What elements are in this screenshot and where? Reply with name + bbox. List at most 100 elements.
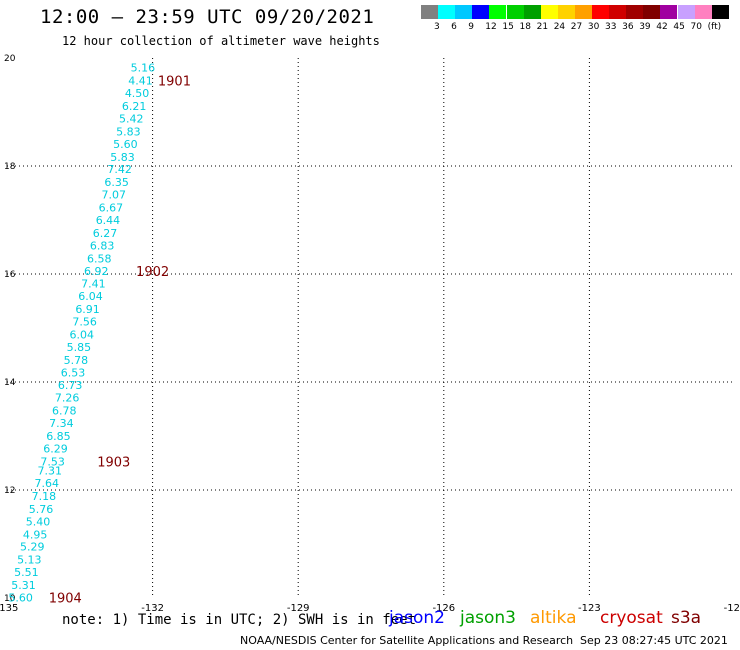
legend-label: 27 bbox=[570, 22, 583, 32]
satellite-altika: altika bbox=[530, 608, 577, 628]
satellite-jason3: jason3 bbox=[460, 608, 516, 628]
legend-swatch bbox=[643, 5, 661, 19]
legend-label: 70 bbox=[690, 22, 702, 32]
legend-swatch bbox=[489, 5, 507, 19]
wave-height-point: 6.78 bbox=[52, 405, 77, 418]
satellite-jason2: jason2 bbox=[389, 608, 445, 628]
legend-swatch bbox=[421, 5, 438, 19]
legend-swatch bbox=[472, 5, 490, 19]
wave-height-point: 6.04 bbox=[69, 328, 94, 341]
wave-height-point: 5.76 bbox=[29, 503, 54, 516]
legend-label: (ft) bbox=[707, 22, 722, 32]
satellite-s3a: s3a bbox=[671, 608, 702, 628]
legend-swatch bbox=[592, 5, 609, 19]
wave-height-point: 5.85 bbox=[67, 341, 92, 354]
wave-height-point: 5.60 bbox=[113, 138, 138, 151]
legend-swatch bbox=[609, 5, 627, 19]
y-tick-label: 20 bbox=[4, 54, 16, 64]
wave-height-point: 4.41 bbox=[128, 75, 153, 88]
legend-label: 36 bbox=[622, 22, 634, 32]
legend-label: 33 bbox=[605, 22, 617, 32]
legend-swatch bbox=[694, 5, 712, 19]
wave-height-point: 7.53 bbox=[40, 455, 65, 468]
x-tick-label: -126 bbox=[432, 603, 455, 614]
legend-label: 45 bbox=[673, 22, 685, 32]
wave-height-point: 6.85 bbox=[46, 430, 71, 443]
wave-height-point: 5.83 bbox=[116, 125, 141, 138]
legend-swatch bbox=[523, 5, 541, 19]
legend-swatch bbox=[557, 5, 575, 19]
satellite-cryosat: cryosat bbox=[600, 608, 663, 628]
wave-height-point: 7.64 bbox=[35, 477, 60, 490]
legend-label: 6 bbox=[451, 22, 457, 32]
x-tick-label: -120 bbox=[724, 603, 740, 614]
chart-title: 12:00 – 23:59 UTC 09/20/2021 bbox=[40, 6, 375, 28]
wave-height-point: 7.07 bbox=[102, 189, 127, 202]
wave-height-point: 5.29 bbox=[20, 541, 45, 554]
wave-height-point: 5.83 bbox=[110, 151, 135, 164]
wave-height-point: 5.78 bbox=[64, 354, 89, 367]
wave-height-point: 7.31 bbox=[37, 465, 62, 478]
legend-swatch bbox=[574, 5, 592, 19]
legend-swatch bbox=[540, 5, 558, 19]
wave-height-point: 7.56 bbox=[72, 316, 97, 329]
legend-label: 24 bbox=[553, 22, 566, 32]
wave-height-point: 6.91 bbox=[75, 303, 100, 316]
wave-height-point: 5.13 bbox=[17, 554, 42, 567]
legend-label: 39 bbox=[639, 22, 651, 32]
y-tick-label: 10 bbox=[4, 594, 16, 604]
x-tick-label: -132 bbox=[141, 603, 164, 614]
legend-label: 9 bbox=[468, 22, 474, 32]
legend-label: 18 bbox=[519, 22, 531, 32]
wave-height-point: 7.42 bbox=[107, 163, 132, 176]
wave-height-point: 6.58 bbox=[87, 252, 112, 265]
x-tick-label: -123 bbox=[578, 603, 601, 614]
wave-height-point: 6.83 bbox=[90, 239, 115, 252]
legend-swatch bbox=[438, 5, 456, 19]
wave-height-point: 6.35 bbox=[104, 176, 129, 189]
legend-swatch bbox=[677, 5, 695, 19]
legend-swatch bbox=[626, 5, 644, 19]
wave-height-point: 6.44 bbox=[96, 214, 121, 227]
wave-height-point: 5.40 bbox=[26, 515, 51, 528]
legend-swatch bbox=[455, 5, 473, 19]
wave-height-point: 6.92 bbox=[84, 265, 109, 278]
y-tick-label: 12 bbox=[4, 486, 15, 496]
legend-swatch bbox=[711, 5, 729, 19]
legend-swatch bbox=[506, 5, 524, 19]
wave-height-point: 6.04 bbox=[78, 290, 103, 303]
wave-height-point: 5.31 bbox=[11, 579, 36, 592]
y-tick-label: 14 bbox=[4, 378, 16, 388]
wave-height-point: 5.42 bbox=[119, 112, 144, 125]
time-label: 1902 bbox=[136, 265, 169, 280]
wave-height-point: 6.27 bbox=[93, 227, 118, 240]
legend-label: 3 bbox=[434, 22, 440, 32]
wave-height-point: 6.29 bbox=[43, 442, 68, 455]
x-tick-label: -135 bbox=[0, 603, 18, 614]
wave-height-point: 5.60 bbox=[8, 591, 33, 604]
legend-label: 21 bbox=[536, 22, 549, 32]
wave-height-point: 4.50 bbox=[125, 87, 150, 100]
footer-note: note: 1) Time is in UTC; 2) SWH is in fe… bbox=[62, 612, 417, 628]
wave-height-point: 5.16 bbox=[131, 62, 156, 75]
time-label: 1903 bbox=[97, 455, 130, 470]
wave-height-point: 6.53 bbox=[61, 366, 86, 379]
wave-height-point: 4.95 bbox=[23, 528, 48, 541]
wave-height-point: 6.21 bbox=[122, 100, 147, 113]
y-tick-label: 18 bbox=[4, 162, 16, 172]
legend-label: 15 bbox=[502, 22, 514, 32]
wave-height-point: 7.18 bbox=[32, 490, 57, 503]
time-label: 1904 bbox=[49, 591, 82, 606]
timestamp: Sep 23 08:27:45 UTC 2021 bbox=[580, 634, 728, 647]
wave-height-point: 6.73 bbox=[58, 379, 83, 392]
y-tick-label: 16 bbox=[4, 270, 16, 280]
wave-height-point: 5.51 bbox=[14, 566, 39, 579]
legend-swatch bbox=[660, 5, 678, 19]
wave-height-point: 7.41 bbox=[81, 278, 106, 291]
x-tick-label: -129 bbox=[287, 603, 310, 614]
credit-text: NOAA/NESDIS Center for Satellite Applica… bbox=[240, 634, 574, 647]
chart-subtitle: 12 hour collection of altimeter wave hei… bbox=[62, 34, 380, 48]
wave-height-point: 6.67 bbox=[99, 202, 124, 215]
wave-height-point: 7.34 bbox=[49, 417, 74, 430]
wave-height-point: 7.26 bbox=[55, 392, 80, 405]
